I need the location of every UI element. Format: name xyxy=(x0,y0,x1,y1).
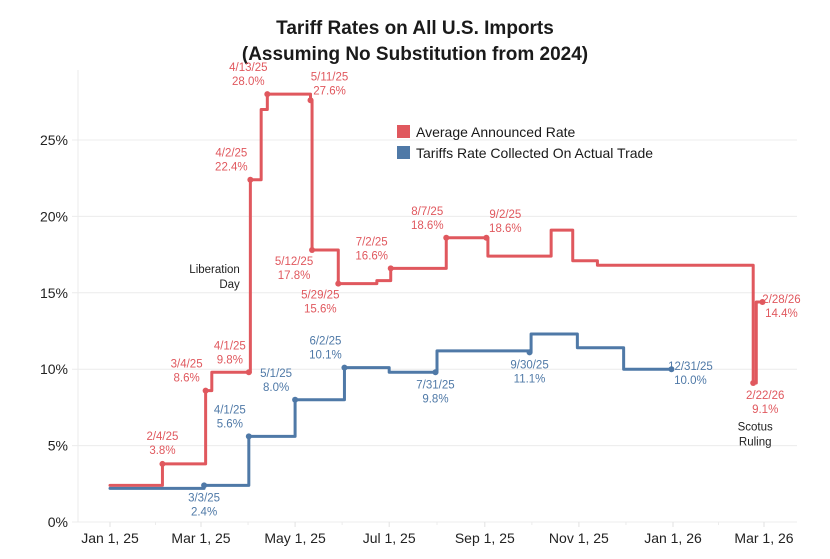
annotation-date: 9/30/25 xyxy=(510,359,548,371)
annotation-value: 8.6% xyxy=(174,373,200,385)
annotation-date: 9/2/25 xyxy=(489,209,521,221)
data-point-marker xyxy=(292,396,299,403)
annotation-value: 2.4% xyxy=(191,506,217,518)
chart-subtitle: (Assuming No Substitution from 2024) xyxy=(242,44,588,65)
y-tick-label: 20% xyxy=(40,208,68,224)
legend-swatch-collected xyxy=(397,146,410,159)
series-layer xyxy=(108,92,764,490)
annotation-date: 5/12/25 xyxy=(275,256,313,268)
data-point-marker xyxy=(526,349,533,356)
data-point-marker xyxy=(335,280,342,287)
annotation-date: 2/22/26 xyxy=(746,390,784,402)
event-note: Day xyxy=(219,279,240,291)
annotation-value: 17.8% xyxy=(278,270,311,282)
annotation-value: 15.6% xyxy=(304,304,337,316)
series-line-tariffs-rate-collected-on-actual-trade xyxy=(108,332,673,490)
annotation-date: 8/7/25 xyxy=(411,206,443,218)
annotation-value: 8.0% xyxy=(263,382,289,394)
x-tick-label: Sep 1, 25 xyxy=(455,530,515,546)
y-axis: 0% 5% 10% 15% 20% 25% xyxy=(40,132,68,530)
data-point-marker xyxy=(443,234,450,241)
data-point-marker xyxy=(307,97,314,104)
gridlines xyxy=(72,70,797,523)
series-line-average-announced-rate xyxy=(108,92,764,487)
annotations-layer: 2/4/25 3.8% 3/4/25 8.6% 4/1/25 9.8% 4/2/25 22.4… xyxy=(146,62,800,518)
event-note: Ruling xyxy=(739,436,772,448)
y-tick-label: 5% xyxy=(48,438,68,454)
annotation-date: 2/28/26 xyxy=(762,294,800,306)
x-tick-label: Jan 1, 26 xyxy=(644,530,702,546)
chart-title: Tariff Rates on All U.S. Imports xyxy=(276,18,554,39)
annotation-value: 10.1% xyxy=(309,350,342,362)
notes-layer: Liberation Day Scotus Ruling xyxy=(189,264,773,448)
legend-label-collected: Tariffs Rate Collected On Actual Trade xyxy=(416,145,653,161)
annotation-date: 4/13/25 xyxy=(229,62,267,74)
event-note: Liberation xyxy=(189,264,240,276)
x-axis: Jan 1, 25 Mar 1, 25 May 1, 25 Jul 1, 25 Sep … xyxy=(81,522,794,546)
annotation-date: 12/31/25 xyxy=(668,361,713,373)
annotation-date: 7/2/25 xyxy=(356,236,388,248)
legend: Average Announced Rate Tariffs Rate Coll… xyxy=(397,124,653,161)
data-point-marker xyxy=(247,176,254,183)
annotation-value: 18.6% xyxy=(489,223,522,235)
annotation-date: 5/1/25 xyxy=(260,368,292,380)
legend-swatch-announced xyxy=(397,125,410,138)
annotation-date: 6/2/25 xyxy=(309,336,341,348)
annotation-value: 3.8% xyxy=(149,445,175,457)
data-point-marker xyxy=(245,433,252,440)
annotation-date: 4/2/25 xyxy=(215,148,247,160)
annotation-value: 22.4% xyxy=(215,162,248,174)
data-point-marker xyxy=(245,369,252,376)
annotation-date: 3/3/25 xyxy=(188,492,220,504)
data-point-marker xyxy=(668,366,675,373)
y-tick-label: 15% xyxy=(40,285,68,301)
annotation-value: 9.1% xyxy=(752,404,778,416)
y-tick-label: 0% xyxy=(48,514,68,530)
data-point-marker xyxy=(201,482,208,489)
data-point-marker xyxy=(759,298,766,305)
annotation-date: 7/31/25 xyxy=(416,379,454,391)
annotation-value: 9.8% xyxy=(422,393,448,405)
annotation-date: 2/4/25 xyxy=(146,431,178,443)
x-tick-label: Mar 1, 26 xyxy=(734,530,793,546)
annotation-value: 5.6% xyxy=(217,418,243,430)
annotation-value: 27.6% xyxy=(313,85,346,97)
annotation-value: 10.0% xyxy=(674,375,707,387)
event-note: Scotus xyxy=(738,421,773,433)
annotation-date: 4/1/25 xyxy=(214,340,246,352)
annotation-date: 3/4/25 xyxy=(171,359,203,371)
data-point-marker xyxy=(202,387,209,394)
x-tick-label: Jul 1, 25 xyxy=(363,530,416,546)
x-tick-label: May 1, 25 xyxy=(264,530,326,546)
data-point-marker xyxy=(750,379,757,386)
data-point-marker xyxy=(341,364,348,371)
data-point-marker xyxy=(309,247,316,254)
x-tick-label: Jan 1, 25 xyxy=(81,530,139,546)
annotation-date: 5/11/25 xyxy=(311,71,349,83)
y-tick-label: 25% xyxy=(40,132,68,148)
annotation-value: 28.0% xyxy=(232,76,265,88)
annotation-date: 5/29/25 xyxy=(301,290,339,302)
legend-label-announced: Average Announced Rate xyxy=(416,124,576,140)
data-point-marker xyxy=(159,460,166,467)
annotation-value: 18.6% xyxy=(411,220,444,232)
annotation-value: 9.8% xyxy=(217,354,243,366)
annotation-date: 4/1/25 xyxy=(214,404,246,416)
x-tick-label: Nov 1, 25 xyxy=(549,530,609,546)
annotation-value: 14.4% xyxy=(765,308,798,320)
data-point-marker xyxy=(264,91,271,98)
x-tick-label: Mar 1, 25 xyxy=(171,530,230,546)
data-point-marker xyxy=(483,234,490,241)
data-point-marker xyxy=(432,369,439,376)
annotation-value: 16.6% xyxy=(355,250,388,262)
y-tick-label: 10% xyxy=(40,361,68,377)
data-point-marker xyxy=(387,265,394,272)
annotation-value: 11.1% xyxy=(514,373,546,385)
